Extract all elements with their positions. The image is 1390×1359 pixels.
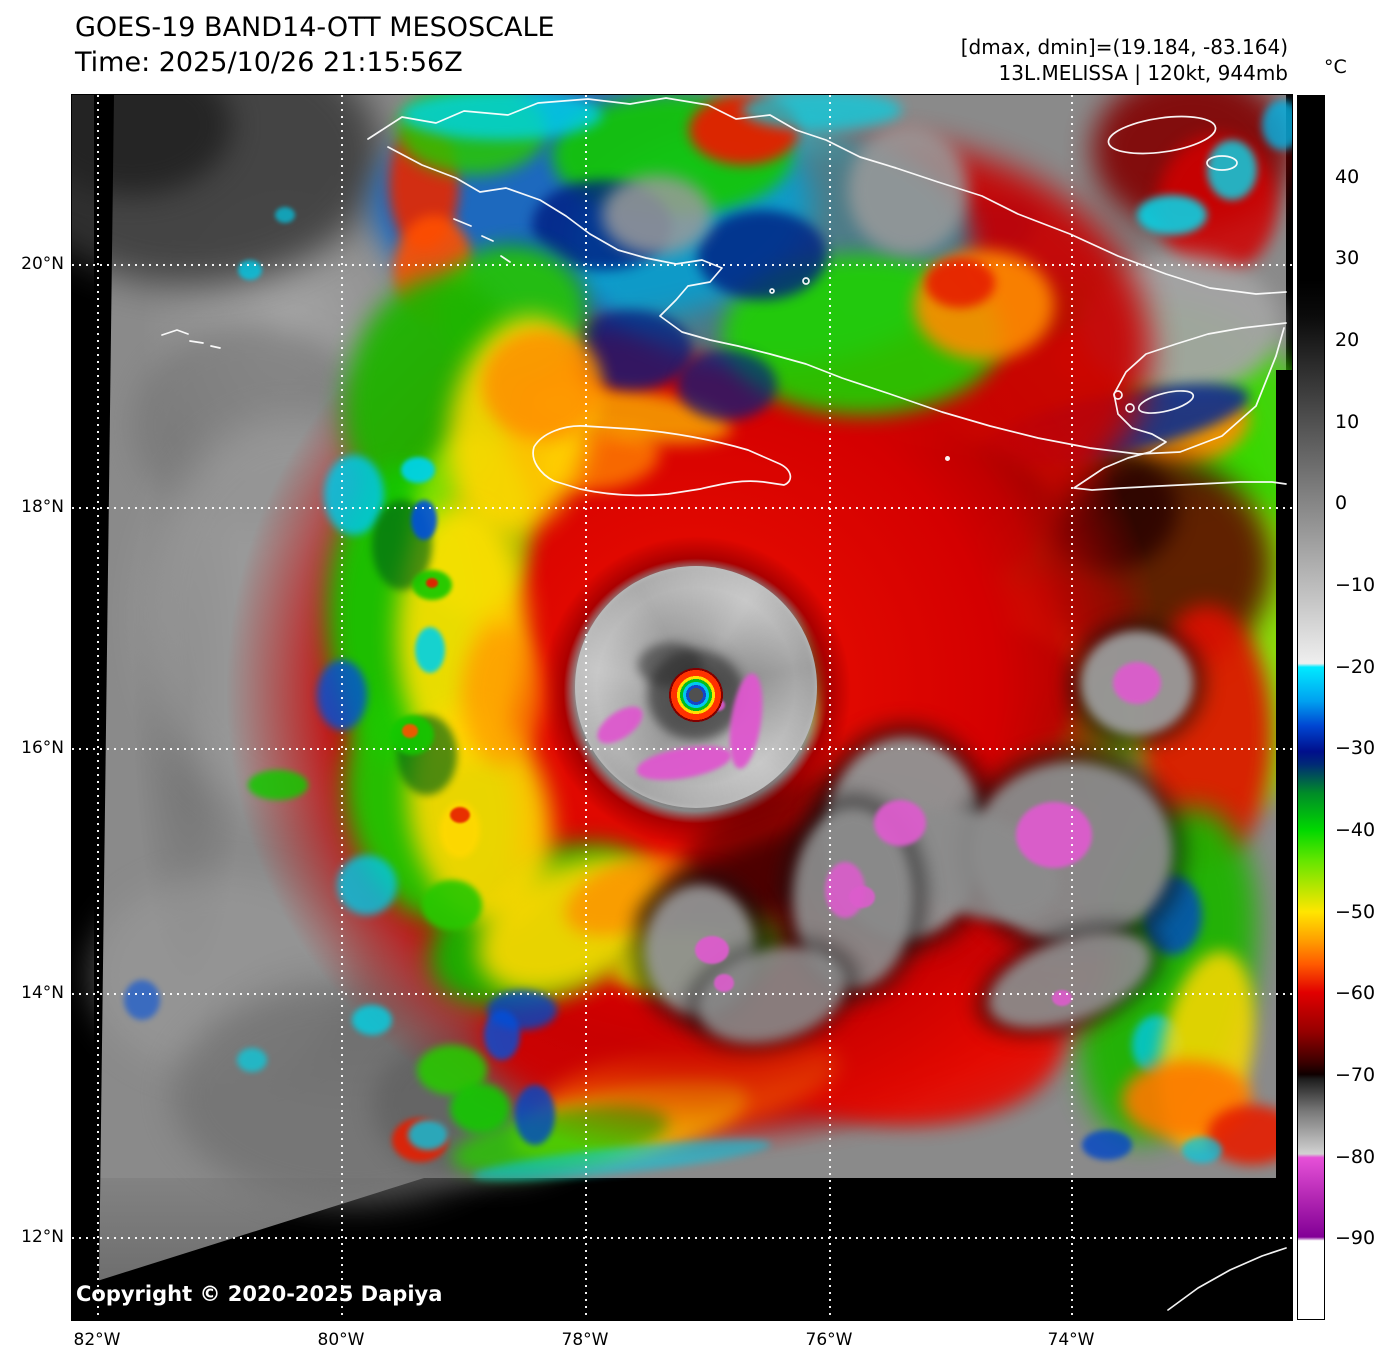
cloud-blob <box>1113 662 1161 704</box>
colombia-coast <box>1167 1247 1287 1311</box>
gridline-lon <box>829 95 831 1320</box>
lon-tick-label: 78°W <box>561 1330 609 1350</box>
hispaniola-coast <box>1073 322 1287 491</box>
cloud-blob <box>462 625 542 765</box>
cloud-blob <box>1082 1130 1132 1160</box>
gridline-lon <box>341 95 343 1320</box>
no-data-right <box>1276 370 1292 1178</box>
coastlines <box>161 97 1287 1311</box>
colorbar-tick-label: −20 <box>1335 655 1376 678</box>
gonave-island <box>1137 390 1195 414</box>
cloud-blob <box>402 95 602 140</box>
cloud-blob <box>484 1010 520 1060</box>
pinhole-eye-rings <box>668 667 724 723</box>
colorbar-tick-label: −40 <box>1335 819 1376 841</box>
cloud-blob <box>415 627 445 673</box>
cloud-blob <box>482 330 602 440</box>
page-title: GOES-19 BAND14-OTT MESOSCALE <box>75 12 555 43</box>
satellite-map: Copyright © 2020-2025 Dapiya <box>71 94 1293 1321</box>
cloud-blob <box>124 980 160 1020</box>
cloud-blob <box>352 1005 392 1035</box>
copyright-watermark: Copyright © 2020-2025 Dapiya <box>76 1282 443 1306</box>
colorbar-tick-label: −10 <box>1335 574 1376 596</box>
colorbar-tick-label: −70 <box>1335 1064 1376 1086</box>
colorbar-tick-label: −80 <box>1335 1145 1376 1168</box>
ir-imagery <box>72 95 1292 1320</box>
cloud-blob <box>401 457 435 483</box>
lon-tick-label: 74°W <box>1047 1330 1095 1350</box>
timestamp: Time: 2025/10/26 21:15:56Z <box>75 47 463 78</box>
cuba-south-coast <box>387 146 1285 455</box>
gridline-lon <box>1071 95 1073 1320</box>
cloud-blob <box>925 258 995 308</box>
cloud-blob <box>248 770 308 800</box>
header-right: [dmax, dmin]=(19.184, -83.164) 13L.MELIS… <box>961 34 1288 86</box>
colorbar-tick-label: −30 <box>1335 737 1376 760</box>
lat-tick-label: 14°N <box>21 983 64 1003</box>
colorbar-tick-label: 40 <box>1335 165 1360 188</box>
cloud-blob <box>450 807 470 823</box>
colorbar-tick-label: −60 <box>1335 982 1376 1005</box>
cloud-blob <box>426 578 438 588</box>
lat-tick-label: 18°N <box>21 497 64 517</box>
cloud-blob <box>695 936 729 964</box>
gridline-lat <box>72 1237 1292 1239</box>
cloud-blob <box>1137 195 1207 235</box>
gridline-lat <box>72 264 1292 266</box>
lat-tick-label: 20°N <box>21 254 64 274</box>
colorbar-tick-label: 10 <box>1335 410 1360 433</box>
colorbar-tick-label: −50 <box>1335 900 1376 923</box>
colorbar-tick-label: 30 <box>1335 247 1360 270</box>
cloud-blob <box>602 175 712 255</box>
cloud-blob <box>450 1083 510 1133</box>
cayman-islands <box>161 218 511 349</box>
cloud-blob <box>714 974 734 992</box>
cuba-cay <box>802 277 810 285</box>
cloud-blob <box>1182 1137 1222 1163</box>
small-island <box>1113 390 1123 400</box>
cloud-blob <box>742 95 902 130</box>
dmax-dmin-readout: [dmax, dmin]=(19.184, -83.164) <box>960 35 1288 59</box>
inagua-island-small <box>1206 155 1238 171</box>
gridline-lat <box>72 748 1292 750</box>
cloud-blob <box>408 1120 448 1150</box>
cuba-cay <box>769 288 775 294</box>
colorbar-tick-label: 0 <box>1335 492 1348 515</box>
colorbar-tick-label: 20 <box>1335 329 1360 351</box>
gridline-lon <box>585 95 587 1320</box>
jamaica-coast <box>532 425 792 497</box>
cloud-blob <box>337 855 397 915</box>
lat-tick-label: 12°N <box>21 1227 64 1247</box>
cloud-blob <box>324 455 384 535</box>
gridline-lat <box>72 993 1292 995</box>
cloud-blob <box>422 880 482 930</box>
cloud-blob <box>874 800 926 846</box>
cloud-blob <box>237 1048 267 1072</box>
lon-tick-label: 80°W <box>317 1330 365 1350</box>
colorbar-tick-label: −90 <box>1335 1227 1376 1250</box>
cloud-blob <box>677 350 777 420</box>
colorbar-unit-label: °C <box>1324 56 1347 78</box>
cloud-blob <box>515 1085 555 1145</box>
inagua-island <box>1107 115 1217 155</box>
cloud-blob <box>411 500 437 540</box>
cloud-blob <box>697 210 827 300</box>
gridline-lat <box>72 507 1292 509</box>
small-island <box>1125 403 1135 413</box>
lon-tick-label: 82°W <box>73 1330 121 1350</box>
lat-tick-label: 16°N <box>21 738 64 758</box>
gridline-lon <box>97 95 99 1320</box>
temperature-colorbar <box>1297 95 1325 1320</box>
cloud-blob <box>402 724 418 738</box>
cloud-blob <box>1262 100 1292 150</box>
cuba-north-coast <box>367 97 1287 295</box>
coldest-top-magenta <box>1016 802 1092 868</box>
cloud-blob <box>944 455 950 461</box>
storm-status: 13L.MELISSA | 120kt, 944mb <box>998 61 1288 85</box>
cloud-blob <box>849 886 875 908</box>
cloud-blob <box>275 207 295 223</box>
lon-tick-label: 76°W <box>805 1330 853 1350</box>
cloud-blob <box>848 125 968 255</box>
